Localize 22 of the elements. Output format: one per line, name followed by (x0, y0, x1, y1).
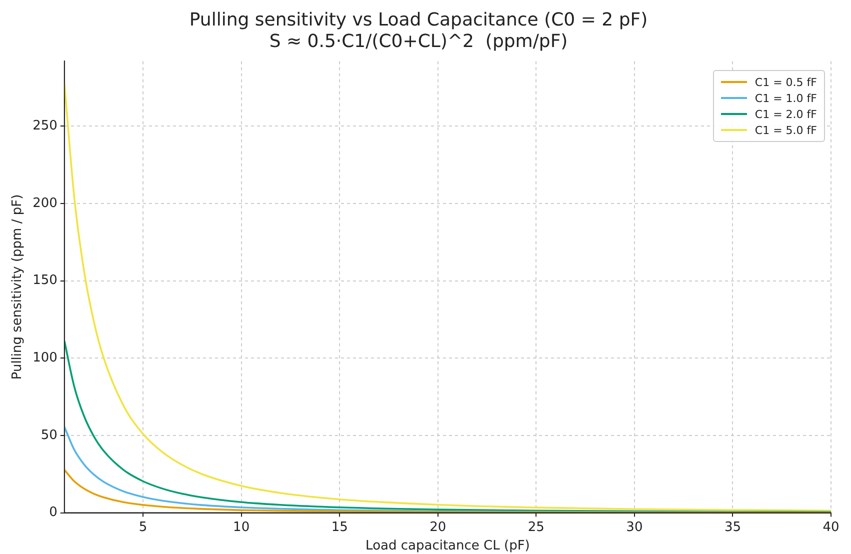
y-tick-label: 150 (32, 273, 58, 288)
x-tick-label: 15 (331, 520, 348, 535)
x-tick-label: 20 (430, 520, 446, 535)
x-tick-label: 10 (233, 520, 250, 535)
y-tick-label: 100 (32, 350, 58, 366)
chart-subtitle: S ≈ 0.5·C1/(C0+CL)^2 (ppm/pF) (269, 31, 568, 52)
legend-label: C1 = 2.0 fF (754, 108, 817, 120)
x-tick-label: 40 (822, 520, 840, 535)
x-axis-title: Load capacitance CL (pF) (366, 538, 530, 554)
legend-label: C1 = 5.0 fF (754, 124, 817, 136)
x-tick-label: 25 (528, 520, 544, 535)
legend-label: C1 = 1.0 fF (754, 92, 817, 104)
y-tick-label: 0 (49, 505, 58, 520)
legend-label: C1 = 0.5 fF (754, 76, 817, 88)
y-tick-label: 250 (32, 118, 58, 134)
y-tick-label: 50 (40, 428, 58, 443)
y-tick-label: 200 (32, 196, 58, 211)
y-axis-title: Pulling sensitivity (ppm / pF) (10, 194, 26, 380)
x-tick-label: 5 (138, 520, 148, 535)
x-tick-label: 35 (724, 520, 741, 535)
chart-title: Pulling sensitivity vs Load Capacitance (C0 = 2 pF) (189, 9, 648, 30)
x-tick-label: 30 (626, 520, 643, 535)
